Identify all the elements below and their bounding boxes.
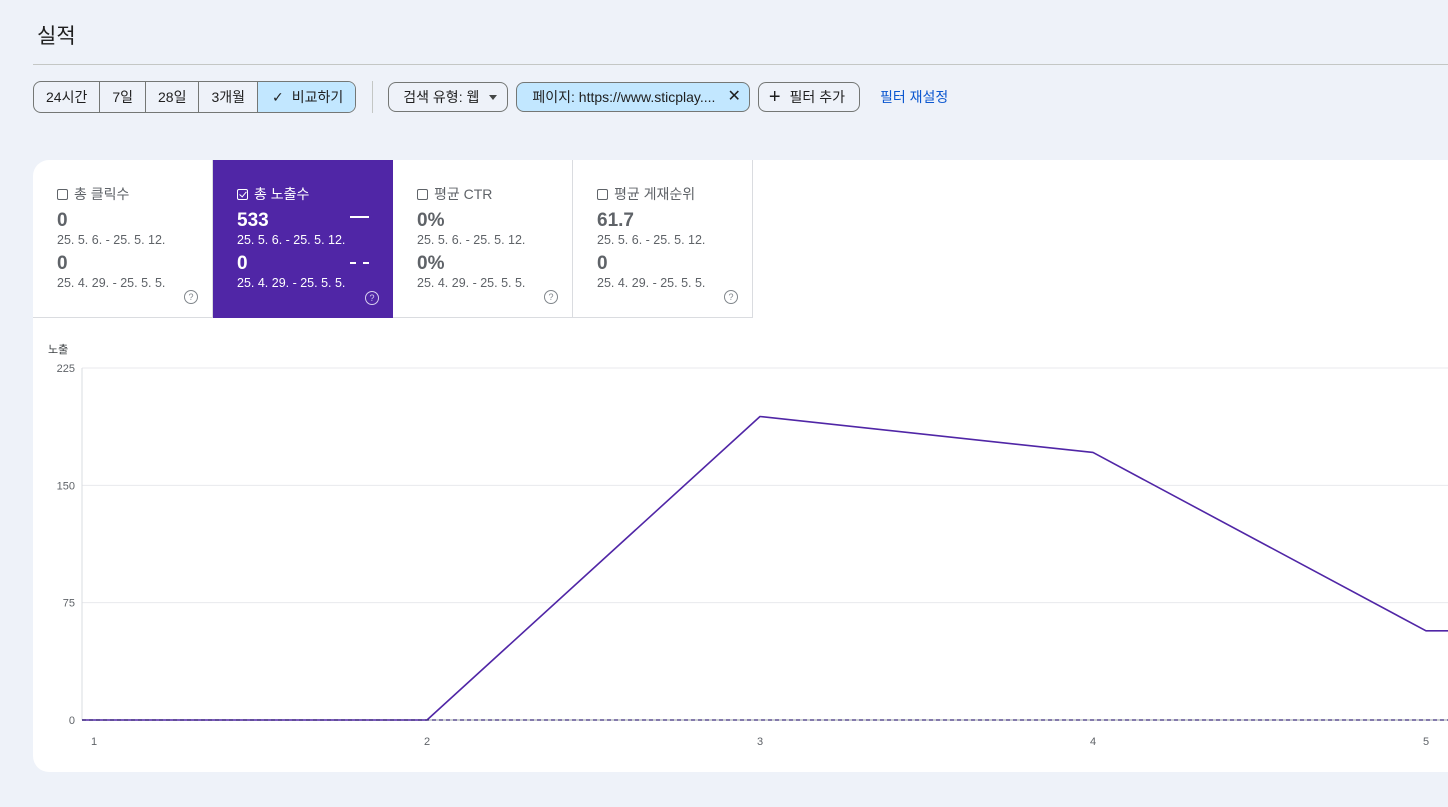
metric-current-range: 25. 5. 6. - 25. 5. 12. xyxy=(597,233,706,247)
metric-tile-ctr[interactable]: 평균 CTR 0% 25. 5. 6. - 25. 5. 12. 0% 25. … xyxy=(393,160,573,318)
search-type-label: 검색 유형: 웹 xyxy=(403,89,480,105)
filter-toolbar: 24시간 7일 28일 3개월 ✓ 비교하기 검색 유형: 웹 페이지: htt… xyxy=(33,81,948,113)
metric-previous-range: 25. 4. 29. - 25. 5. 5. xyxy=(597,276,706,290)
plus-icon: + xyxy=(768,86,781,108)
metric-previous-value: 0 xyxy=(237,253,248,274)
metric-label: 평균 CTR xyxy=(417,184,572,204)
help-icon[interactable]: ? xyxy=(544,290,558,304)
y-axis-label: 노출 xyxy=(48,343,68,356)
metric-label: 총 클릭수 xyxy=(57,184,212,204)
metric-label: 총 노출수 xyxy=(237,184,393,204)
checkbox-checked-icon[interactable] xyxy=(237,188,248,200)
add-filter-label: 필터 추가 xyxy=(789,89,845,105)
y-tick-label: 0 xyxy=(69,715,75,727)
x-tick-label: 4 xyxy=(1090,736,1096,748)
dropdown-arrow-icon xyxy=(489,94,498,100)
metric-tile-position[interactable]: 평균 게재순위 61.7 25. 5. 6. - 25. 5. 12. 0 25… xyxy=(573,160,753,318)
metric-tiles: 총 클릭수 0 25. 5. 6. - 25. 5. 12. 0 25. 4. … xyxy=(33,160,753,319)
y-tick-label: 150 xyxy=(57,480,75,492)
y-tick-label: 225 xyxy=(57,363,75,375)
metric-previous-value: 0% xyxy=(417,253,445,274)
x-tick-label: 2 xyxy=(424,736,430,748)
search-type-dropdown[interactable]: 검색 유형: 웹 xyxy=(388,82,509,112)
range-24h-button[interactable]: 24시간 xyxy=(34,82,101,112)
metric-previous-value: 0 xyxy=(597,253,608,274)
add-filter-button[interactable]: + 필터 추가 xyxy=(757,82,860,112)
range-28d-button[interactable]: 28일 xyxy=(146,82,200,112)
metric-previous-range: 25. 4. 29. - 25. 5. 5. xyxy=(417,276,526,290)
metric-previous-range: 25. 4. 29. - 25. 5. 5. xyxy=(237,276,346,290)
check-icon: ✓ xyxy=(272,88,284,105)
checkbox-icon[interactable] xyxy=(57,188,68,200)
help-icon[interactable]: ? xyxy=(184,290,198,304)
title-divider xyxy=(33,64,1448,65)
x-tick-label: 1 xyxy=(91,736,97,748)
page-title: 실적 xyxy=(37,25,76,48)
date-range-selector: 24시간 7일 28일 3개월 ✓ 비교하기 xyxy=(33,81,357,113)
page-filter-chip[interactable]: 페이지: https://www.sticplay.... ✕ xyxy=(516,82,750,112)
toolbar-divider xyxy=(372,81,374,113)
metric-current-value: 533 xyxy=(237,210,269,231)
compare-button[interactable]: ✓ 비교하기 xyxy=(258,82,356,112)
metric-current-value: 61.7 xyxy=(597,210,634,231)
metric-previous-range: 25. 4. 29. - 25. 5. 5. xyxy=(57,276,166,290)
help-icon[interactable]: ? xyxy=(724,290,738,304)
range-3m-button[interactable]: 3개월 xyxy=(199,82,259,112)
metric-label: 평균 게재순위 xyxy=(597,184,752,204)
performance-card: 총 클릭수 0 25. 5. 6. - 25. 5. 12. 0 25. 4. … xyxy=(33,160,1448,772)
compare-label: 비교하기 xyxy=(291,89,344,105)
checkbox-icon[interactable] xyxy=(417,188,428,200)
metric-tile-clicks[interactable]: 총 클릭수 0 25. 5. 6. - 25. 5. 12. 0 25. 4. … xyxy=(33,160,213,318)
checkbox-icon[interactable] xyxy=(597,188,608,200)
range-7d-button[interactable]: 7일 xyxy=(100,82,147,112)
page-filter-label: 페이지: https://www.sticplay.... xyxy=(532,89,716,105)
metric-current-range: 25. 5. 6. - 25. 5. 12. xyxy=(237,233,346,247)
x-tick-label: 5 xyxy=(1423,736,1429,748)
dashed-line-legend-icon xyxy=(350,262,369,264)
y-tick-label: 75 xyxy=(63,598,75,610)
reset-filters-link[interactable]: 필터 재설정 xyxy=(879,89,949,105)
metric-previous-value: 0 xyxy=(57,253,68,274)
impressions-chart: 노출 0 75 150 225 1 2 3 4 5 xyxy=(48,343,1448,748)
solid-line-legend-icon xyxy=(350,216,369,218)
metric-current-range: 25. 5. 6. - 25. 5. 12. xyxy=(417,233,526,247)
metric-current-value: 0% xyxy=(417,210,445,231)
metric-current-value: 0 xyxy=(57,210,68,231)
close-icon[interactable]: ✕ xyxy=(727,88,741,105)
current-period-line xyxy=(82,415,1448,721)
x-tick-label: 3 xyxy=(757,736,763,748)
metric-current-range: 25. 5. 6. - 25. 5. 12. xyxy=(57,233,166,247)
help-icon[interactable]: ? xyxy=(365,291,379,305)
metric-tile-impressions[interactable]: 총 노출수 533 25. 5. 6. - 25. 5. 12. 0 25. 4… xyxy=(213,160,393,318)
